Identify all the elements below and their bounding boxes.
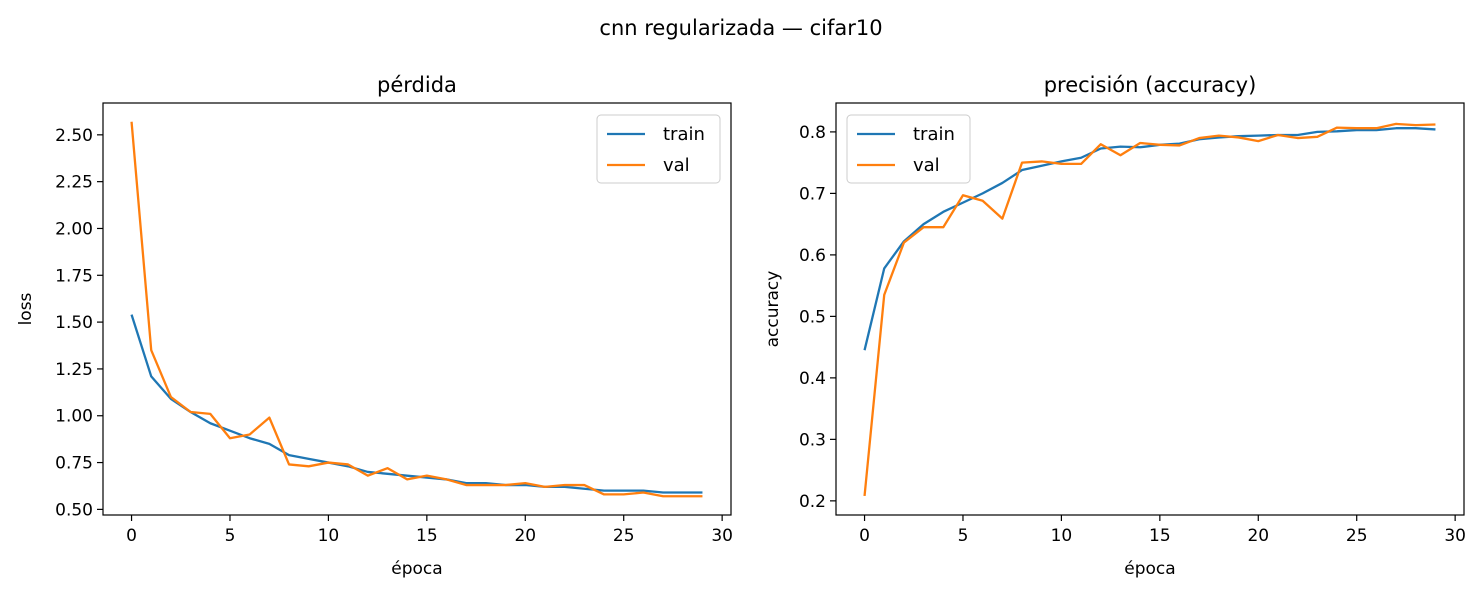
y-axis-label: accuracy [763,271,783,348]
x-tick-label: 5 [225,526,236,546]
x-tick-label: 20 [514,526,536,546]
figure-suptitle: cnn regularizada — cifar10 [599,16,882,40]
legend-label-train: train [663,124,705,145]
legend: train val [846,114,971,184]
y-tick-label: 1.00 [55,407,93,427]
legend: train val [596,114,721,184]
axes-frame [835,102,1465,516]
loss-chart: pérdida 0 5 10 15 20 25 30 0.50 0.75 1.00 1.25 1.50 1… [16,73,733,579]
series-line-train [130,314,703,494]
y-tick-label: 2.25 [55,173,93,193]
x-tick-label: 25 [613,526,635,546]
legend-label-val: val [913,155,940,176]
series-line-train [863,127,1436,351]
y-tick-label: 2.00 [55,219,93,239]
x-tick-label: 15 [1149,526,1171,546]
chart-title: pérdida [377,73,457,97]
accuracy-chart: precisión (accuracy) 0 5 10 15 20 25 30 0.2 0.3 0.… [763,73,1466,579]
x-tick-label: 10 [318,526,340,546]
x-tick-label: 10 [1051,526,1073,546]
series-line-val [863,122,1436,497]
y-tick-label: 0.8 [799,123,826,143]
x-tick-label: 20 [1247,526,1269,546]
y-tick-label: 0.75 [55,454,93,474]
y-tick-label: 1.50 [55,313,93,333]
y-tick-label: 0.6 [799,246,826,266]
y-tick-label: 1.25 [55,360,93,380]
y-tick-label: 0.4 [799,369,826,389]
y-tick-label: 1.75 [55,266,93,286]
y-tick-label: 2.50 [55,126,93,146]
y-tick-label: 0.3 [799,430,826,450]
x-axis-label: época [1124,559,1175,579]
y-tick-label: 0.5 [799,307,826,327]
y-tick-label: 0.2 [799,492,826,512]
y-tick-label: 0.50 [55,500,93,520]
chart-title: precisión (accuracy) [1044,73,1257,97]
x-axis-label: época [391,559,442,579]
x-tick-label: 30 [1444,526,1466,546]
x-tick-label: 30 [711,526,733,546]
x-tick-label: 0 [126,526,137,546]
x-tick-label: 15 [416,526,438,546]
x-tick-label: 0 [859,526,870,546]
axes-frame [102,102,732,516]
x-tick-label: 5 [958,526,969,546]
y-tick-label: 0.7 [799,184,826,204]
y-axis-label: loss [16,292,36,325]
legend-label-train: train [913,124,955,145]
x-tick-label: 25 [1346,526,1368,546]
series-line-val [130,121,703,498]
legend-label-val: val [663,155,690,176]
